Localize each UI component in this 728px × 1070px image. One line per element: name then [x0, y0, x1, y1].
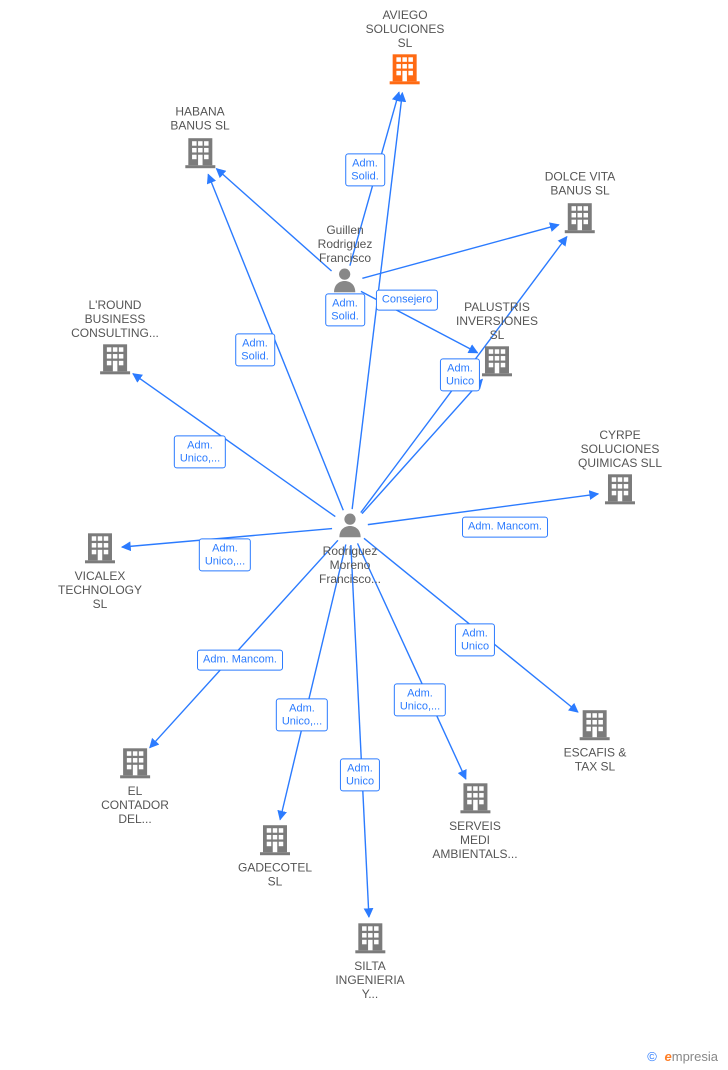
- edge-label-rodriguez-elcontador: Adm. Mancom.: [197, 650, 283, 671]
- edge-guillen-habana: [216, 169, 331, 271]
- edge-label-rodriguez-serveis: Adm. Unico,...: [394, 683, 446, 716]
- node-label: Guillen Rodriguez Francisco: [318, 224, 373, 265]
- building-icon: [577, 706, 613, 742]
- edge-rodriguez-lround: [133, 374, 335, 517]
- edge-label-rodriguez-aviego: Adm. Solid.: [325, 293, 365, 326]
- node-label: SILTA INGENIERIA Y...: [335, 960, 404, 1001]
- node-label: EL CONTADOR DEL...: [101, 785, 169, 826]
- edge-label-rodriguez-vicalex: Adm. Unico,...: [199, 538, 251, 571]
- copyright-symbol: ©: [647, 1049, 657, 1064]
- brand-rest: mpresia: [672, 1049, 718, 1064]
- node-label: DOLCE VITA BANUS SL: [545, 171, 615, 199]
- building-icon: [602, 470, 638, 506]
- node-label: PALUSTRIS INVERSIONES SL: [456, 301, 538, 342]
- building-icon: [82, 529, 118, 565]
- edge-label-rodriguez-lround: Adm. Unico,...: [174, 435, 226, 468]
- building-icon: [479, 342, 515, 378]
- edge-label-rodriguez-silta: Adm. Unico: [340, 758, 380, 791]
- node-label: HABANA BANUS SL: [170, 106, 229, 134]
- node-label: AVIEGO SOLUCIONES SL: [366, 9, 445, 50]
- building-icon: [387, 50, 423, 86]
- node-label: SERVEIS MEDI AMBIENTALS...: [432, 820, 517, 861]
- brand-e: e: [665, 1049, 672, 1064]
- edge-label-rodriguez-escafis: Adm. Unico: [455, 623, 495, 656]
- edge-guillen-dolce: [362, 225, 558, 278]
- edge-rodriguez-palustris: [362, 379, 482, 513]
- footer-brand: © empresia: [647, 1049, 718, 1064]
- edge-label-guillen-aviego: Adm. Solid.: [345, 153, 385, 186]
- edge-label-rodriguez-gadecotel: Adm. Unico,...: [276, 698, 328, 731]
- node-label: Rodriguez Moreno Francisco...: [319, 545, 381, 586]
- node-label: GADECOTEL SL: [238, 862, 312, 890]
- edge-label-rodriguez-palustris: Adm. Unico: [440, 358, 480, 391]
- edge-label-rodriguez-cyrpe: Adm. Mancom.: [462, 517, 548, 538]
- building-icon: [352, 919, 388, 955]
- node-label: CYRPE SOLUCIONES QUIMICAS SLL: [578, 429, 662, 470]
- building-icon: [97, 340, 133, 376]
- edge-label-guillen-palustris: Consejero: [376, 290, 438, 311]
- edge-label-rodriguez-habana: Adm. Solid.: [235, 333, 275, 366]
- person-icon: [335, 510, 365, 540]
- edge-rodriguez-silta: [351, 545, 369, 917]
- node-label: L'ROUND BUSINESS CONSULTING...: [71, 299, 159, 340]
- person-icon: [330, 265, 360, 295]
- building-icon: [562, 198, 598, 234]
- building-icon: [457, 779, 493, 815]
- building-icon: [117, 744, 153, 780]
- building-icon: [257, 821, 293, 857]
- building-icon: [182, 133, 218, 169]
- node-label: ESCAFIS & TAX SL: [564, 747, 627, 775]
- node-label: VICALEX TECHNOLOGY SL: [58, 570, 142, 611]
